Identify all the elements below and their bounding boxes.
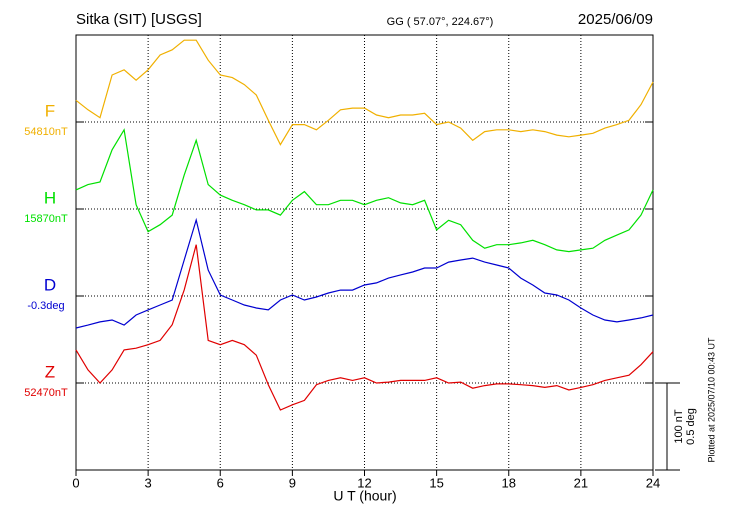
series-base-label: 15870nT [24,213,68,225]
x-tick-label: 0 [72,475,79,490]
series-base-label: -0.3deg [27,300,64,312]
series-name: D [44,275,56,294]
x-tick-label: 21 [574,475,588,490]
chart-date: 2025/06/09 [578,11,653,28]
trace-line [75,217,654,329]
x-tick-label: 6 [217,475,224,490]
chart-subtitle: GG ( 57.07°, 224.67°) [387,16,494,28]
x-axis-label: U T (hour) [333,488,396,504]
x-tick-label: 18 [502,475,516,490]
series-base-label: 52470nT [24,387,68,399]
trace-line [75,244,654,411]
series-name: F [45,101,55,120]
x-tick-label: 9 [289,475,296,490]
series-name: Z [45,362,55,381]
x-tick-label: 3 [145,475,152,490]
chart-title: Sitka (SIT) [USGS] [76,11,202,28]
x-tick-label: 24 [646,475,660,490]
scale-bar-label: 100 nT [673,409,685,444]
trace-line [75,128,654,253]
plot-note: Plotted at 2025/07/10 00:43 UT [706,337,716,463]
scale-bar-label: 0.5 deg [685,408,697,445]
series-name: H [44,188,56,207]
x-tick-label: 15 [429,475,443,490]
trace-line [75,39,654,146]
x-tick-label: 12 [357,475,371,490]
series-base-label: 54810nT [24,126,68,138]
